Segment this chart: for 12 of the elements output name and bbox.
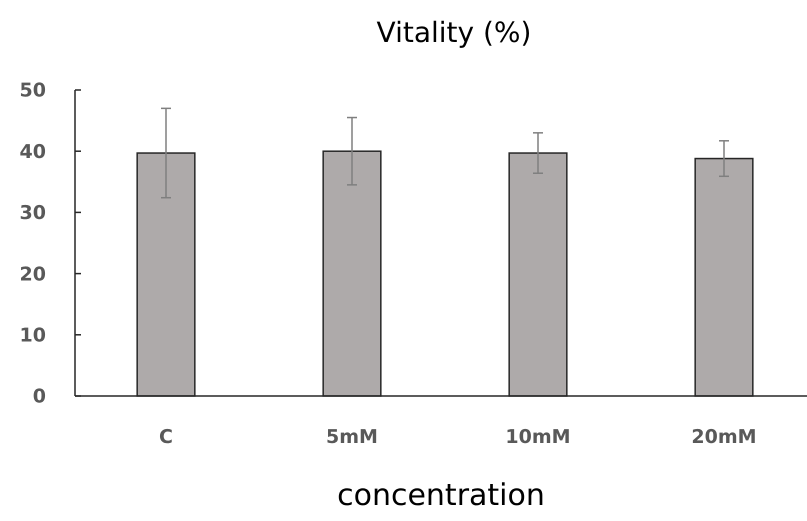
x-tick-label: 20mM xyxy=(691,426,757,448)
x-tick-label: 10mM xyxy=(505,426,571,448)
y-tick-label: 30 xyxy=(20,202,46,224)
y-tick-label: 10 xyxy=(20,324,46,346)
y-tick-label: 0 xyxy=(32,386,46,408)
y-tick-label: 40 xyxy=(20,140,46,163)
x-tick-label: 5mM xyxy=(326,426,378,448)
y-tick-label: 50 xyxy=(20,80,46,102)
x-axis-title: concentration xyxy=(337,478,545,513)
chart-title: Vitality (%) xyxy=(376,16,532,49)
y-tick-label: 20 xyxy=(20,263,46,286)
x-tick-label: C xyxy=(159,426,173,448)
